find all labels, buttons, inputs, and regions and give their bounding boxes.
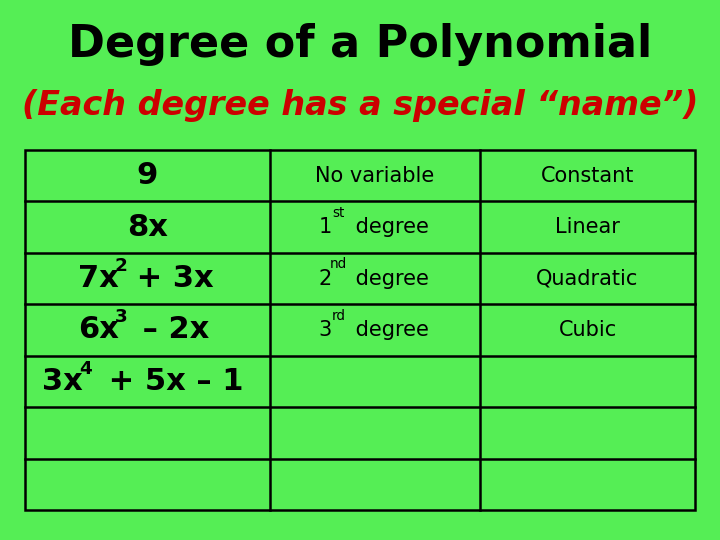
Text: degree: degree — [348, 268, 428, 288]
Text: + 3x: + 3x — [127, 264, 214, 293]
Text: 3: 3 — [114, 308, 127, 326]
Text: + 5x – 1: + 5x – 1 — [97, 367, 243, 396]
Text: 6x: 6x — [78, 315, 119, 345]
Text: Constant: Constant — [541, 166, 634, 186]
Bar — [25, 150, 695, 510]
Text: – 2x: – 2x — [132, 315, 209, 345]
Text: degree: degree — [348, 320, 428, 340]
Text: Cubic: Cubic — [559, 320, 616, 340]
Text: rd: rd — [332, 308, 346, 322]
Text: st: st — [333, 206, 345, 220]
Text: 1: 1 — [319, 217, 332, 237]
Text: 2: 2 — [114, 256, 127, 275]
Text: 8x: 8x — [127, 213, 168, 241]
Text: 9: 9 — [137, 161, 158, 190]
Text: Degree of a Polynomial: Degree of a Polynomial — [68, 24, 652, 66]
Text: 2: 2 — [319, 268, 332, 288]
Text: degree: degree — [348, 217, 428, 237]
Text: Quadratic: Quadratic — [536, 268, 639, 288]
Text: 7x: 7x — [78, 264, 119, 293]
Text: No variable: No variable — [315, 166, 435, 186]
Text: 3x: 3x — [42, 367, 83, 396]
Text: 3: 3 — [319, 320, 332, 340]
Text: (Each degree has a special “name”): (Each degree has a special “name”) — [22, 89, 698, 122]
Text: Linear: Linear — [555, 217, 620, 237]
Text: nd: nd — [330, 257, 347, 271]
Text: 4: 4 — [79, 360, 92, 377]
